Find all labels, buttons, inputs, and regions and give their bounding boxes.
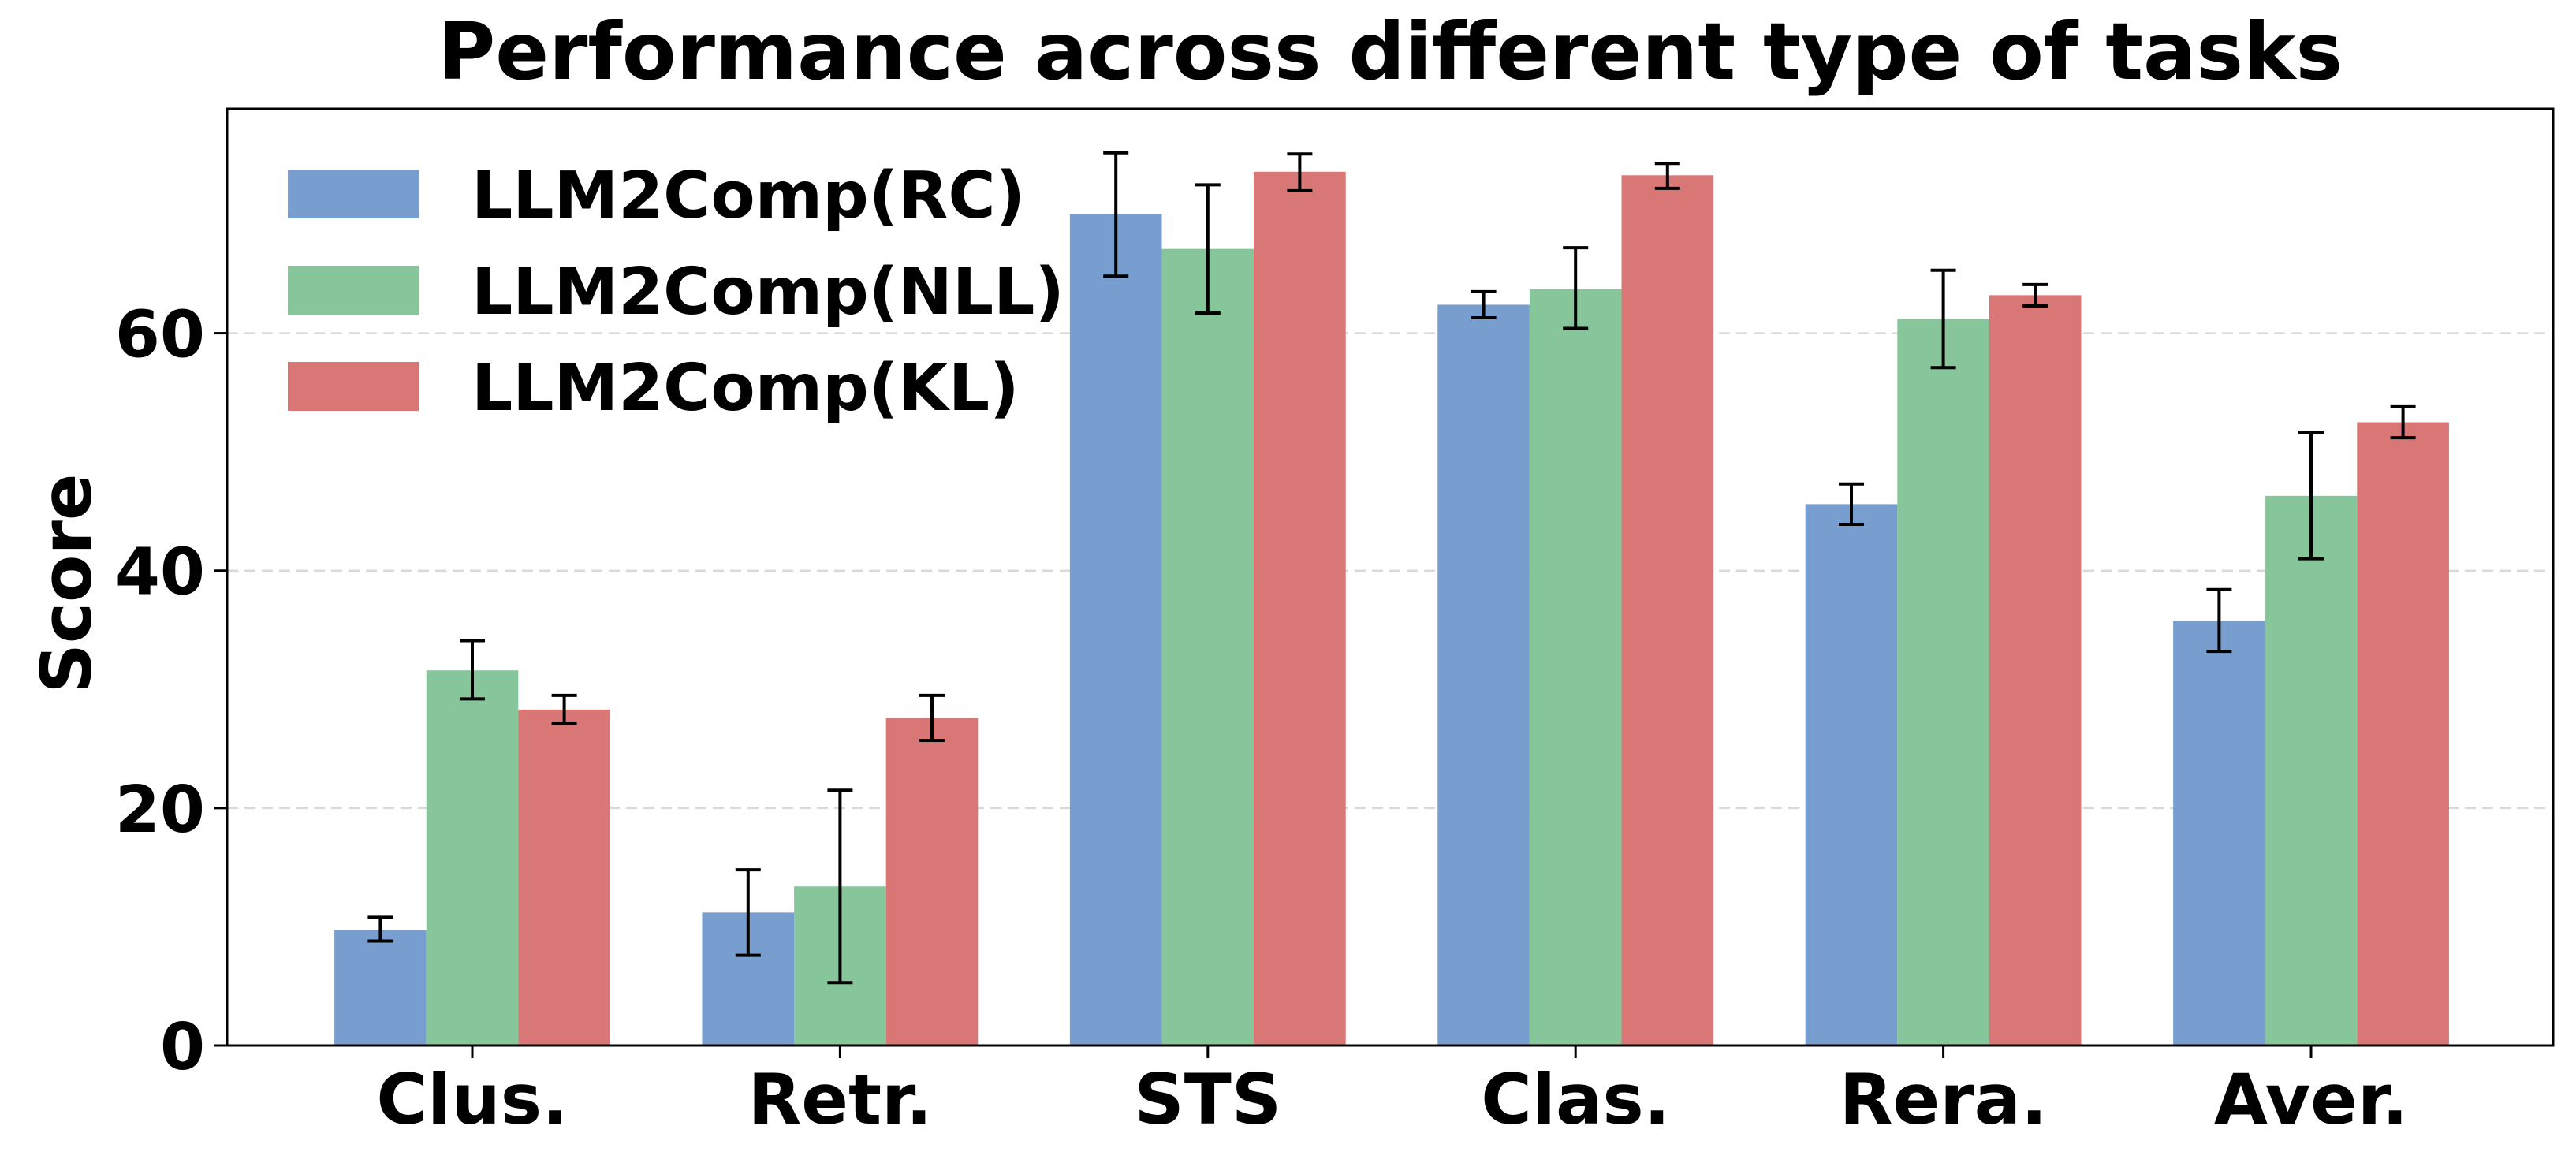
bar xyxy=(518,709,610,1046)
legend-swatch xyxy=(288,362,419,411)
grid-lines xyxy=(227,332,2553,810)
x-tick-label: STS xyxy=(1134,1059,1281,1140)
bar xyxy=(2173,620,2265,1046)
y-tick-label: 40 xyxy=(115,535,205,610)
y-tick-label: 20 xyxy=(115,773,205,848)
bar xyxy=(426,670,519,1046)
bar xyxy=(1161,248,1254,1046)
x-tick-label: Clus. xyxy=(376,1059,568,1140)
bar xyxy=(334,930,427,1046)
axis-ticks: 0 20 40 60 Clus. Retr. STS Clas. Rera. Aver. xyxy=(115,298,2408,1140)
x-tick-label: Retr. xyxy=(748,1059,933,1140)
legend-swatch xyxy=(288,266,419,315)
bar xyxy=(1805,504,1898,1046)
y-tick-label: 60 xyxy=(115,298,205,373)
x-tick-label: Aver. xyxy=(2214,1059,2408,1140)
legend-swatch xyxy=(288,170,419,218)
legend-label: LLM2Comp(RC) xyxy=(472,158,1025,233)
y-axis-label: Score xyxy=(26,473,107,693)
x-tick-label: Clas. xyxy=(1481,1059,1670,1140)
plot-frame xyxy=(226,107,2555,1047)
legend: LLM2Comp(RC) LLM2Comp(NLL) LLM2Comp(KL) xyxy=(288,158,1064,426)
bar xyxy=(2265,495,2358,1046)
error-bars xyxy=(367,151,2416,985)
legend-label: LLM2Comp(NLL) xyxy=(472,255,1064,330)
chart-title: Performance across different type of tas… xyxy=(438,6,2343,98)
bars xyxy=(334,171,2449,1046)
y-tick-label: 0 xyxy=(160,1010,205,1085)
x-tick-label: Rera. xyxy=(1840,1059,2048,1140)
bar xyxy=(1897,319,1989,1046)
bar xyxy=(1529,289,1622,1046)
legend-label: LLM2Comp(KL) xyxy=(472,351,1020,426)
bar xyxy=(1437,304,1530,1046)
bar xyxy=(1069,214,1162,1046)
bar xyxy=(1621,175,1714,1046)
bar xyxy=(1254,171,1346,1046)
bar xyxy=(885,718,979,1046)
bar xyxy=(1989,295,2082,1046)
bar xyxy=(2357,422,2449,1046)
